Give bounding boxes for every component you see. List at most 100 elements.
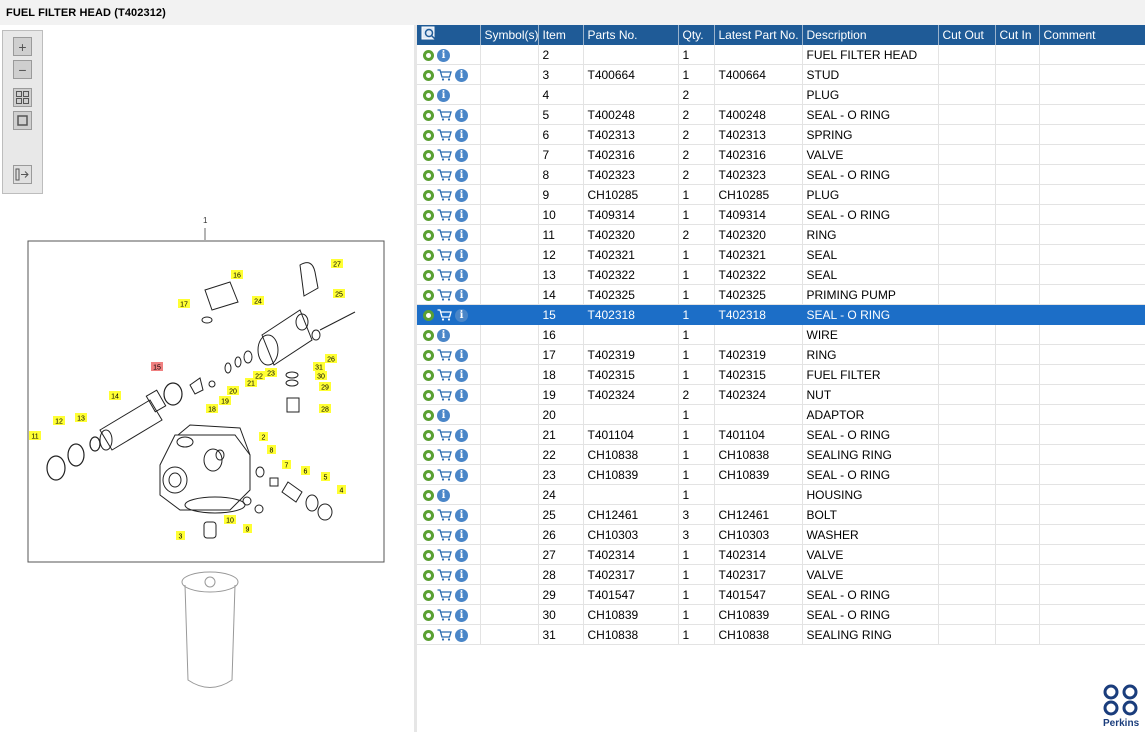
cart-icon[interactable] [437,529,452,541]
table-row[interactable]: i 9 CH10285 1 CH10285 PLUG [417,184,1145,205]
callout-24[interactable]: 24 [252,296,264,306]
table-row[interactable]: i 5 T400248 2 T400248 SEAL - O RING [417,104,1145,125]
cart-icon[interactable] [437,289,452,301]
gear-icon[interactable] [423,89,434,101]
cart-icon[interactable] [437,129,452,141]
cart-icon[interactable] [437,629,452,641]
table-row[interactable]: i 27 T402314 1 T402314 VALVE [417,544,1145,565]
info-icon[interactable]: i [455,448,468,462]
column-header-parts-no[interactable]: Parts No. [583,25,679,45]
callout-23[interactable]: 23 [265,368,277,378]
table-row[interactable]: i 15 T402318 1 T402318 SEAL - O RING [417,304,1145,325]
callout-27[interactable]: 27 [331,259,343,269]
column-header-item[interactable]: Item [538,25,584,45]
fit-view-icon[interactable] [13,88,32,107]
callout-3[interactable]: 3 [176,531,185,541]
info-icon[interactable]: i [455,508,468,522]
gear-icon[interactable] [423,469,434,481]
table-row[interactable]: i 18 T402315 1 T402315 FUEL FILTER [417,364,1145,385]
actual-size-icon[interactable] [13,111,32,130]
info-icon[interactable]: i [455,588,468,602]
cart-icon[interactable] [437,169,452,181]
table-row[interactable]: i 22 CH10838 1 CH10838 SEALING RING [417,444,1145,465]
zoom-out-icon[interactable]: − [13,60,32,79]
table-row[interactable]: i 31 CH10838 1 CH10838 SEALING RING [417,624,1145,645]
cart-icon[interactable] [437,609,452,621]
info-icon[interactable]: i [455,128,468,142]
table-row[interactable]: i 21 T401104 1 T401104 SEAL - O RING [417,424,1145,445]
gear-icon[interactable] [423,349,434,361]
cart-icon[interactable] [437,309,452,321]
gear-icon[interactable] [423,549,434,561]
table-row[interactable]: i 29 T401547 1 T401547 SEAL - O RING [417,584,1145,605]
column-header-latest-part-no[interactable]: Latest Part No. [714,25,803,45]
table-row[interactable]: i 19 T402324 2 T402324 NUT [417,384,1145,405]
info-icon[interactable]: i [455,248,468,262]
cart-icon[interactable] [437,69,452,81]
gear-icon[interactable] [423,269,434,281]
cart-icon[interactable] [437,449,452,461]
callout-6[interactable]: 6 [301,466,310,476]
gear-icon[interactable] [423,609,434,621]
callout-28[interactable]: 28 [319,404,331,414]
info-icon[interactable]: i [455,308,468,322]
gear-icon[interactable] [423,369,434,381]
zoom-in-icon[interactable]: + [13,37,32,56]
info-icon[interactable]: i [455,188,468,202]
table-row[interactable]: i 4 2 PLUG [417,84,1145,105]
pane-splitter[interactable] [414,25,417,732]
cart-icon[interactable] [437,229,452,241]
callout-26[interactable]: 26 [325,354,337,364]
gear-icon[interactable] [423,429,434,441]
cart-icon[interactable] [437,149,452,161]
table-row[interactable]: i 23 CH10839 1 CH10839 SEAL - O RING [417,464,1145,485]
table-row[interactable]: i 24 1 HOUSING [417,484,1145,505]
gear-icon[interactable] [423,509,434,521]
gear-icon[interactable] [423,229,434,241]
callout-18[interactable]: 18 [206,404,218,414]
cart-icon[interactable] [437,189,452,201]
cart-icon[interactable] [437,569,452,581]
callout-30[interactable]: 30 [315,371,327,381]
info-icon[interactable]: i [455,428,468,442]
callout-2[interactable]: 2 [259,432,268,442]
callout-21[interactable]: 21 [245,378,257,388]
info-icon[interactable]: i [455,568,468,582]
table-row[interactable]: i 12 T402321 1 T402321 SEAL [417,244,1145,265]
gear-icon[interactable] [423,529,434,541]
table-row[interactable]: i 7 T402316 2 T402316 VALVE [417,144,1145,165]
info-icon[interactable]: i [455,608,468,622]
gear-icon[interactable] [423,589,434,601]
gear-icon[interactable] [423,129,434,141]
table-row[interactable]: i 11 T402320 2 T402320 RING [417,224,1145,245]
info-icon[interactable]: i [437,408,450,422]
cart-icon[interactable] [437,509,452,521]
cart-icon[interactable] [437,389,452,401]
callout-5[interactable]: 5 [321,472,330,482]
callout-25[interactable]: 25 [333,289,345,299]
info-icon[interactable]: i [437,48,450,62]
table-row[interactable]: i 20 1 ADAPTOR [417,404,1145,425]
cart-icon[interactable] [437,269,452,281]
info-icon[interactable]: i [455,368,468,382]
cart-icon[interactable] [437,349,452,361]
callout-7[interactable]: 7 [282,460,291,470]
table-row[interactable]: i 10 T409314 1 T409314 SEAL - O RING [417,204,1145,225]
callout-19[interactable]: 19 [219,396,231,406]
info-icon[interactable]: i [437,488,450,502]
gear-icon[interactable] [423,249,434,261]
table-row[interactable]: i 26 CH10303 3 CH10303 WASHER [417,524,1145,545]
info-icon[interactable]: i [455,68,468,82]
toggle-panel-icon[interactable] [13,165,32,184]
callout-11[interactable]: 11 [29,431,41,441]
column-header-cut-out[interactable]: Cut Out [938,25,996,45]
cart-icon[interactable] [437,469,452,481]
callout-13[interactable]: 13 [75,413,87,423]
column-header-cut-in[interactable]: Cut In [995,25,1040,45]
callout-31[interactable]: 31 [313,362,325,372]
table-row[interactable]: i 25 CH12461 3 CH12461 BOLT [417,504,1145,525]
info-icon[interactable]: i [455,168,468,182]
column-header-description[interactable]: Description [802,25,939,45]
gear-icon[interactable] [423,309,434,321]
table-row[interactable]: i 13 T402322 1 T402322 SEAL [417,264,1145,285]
